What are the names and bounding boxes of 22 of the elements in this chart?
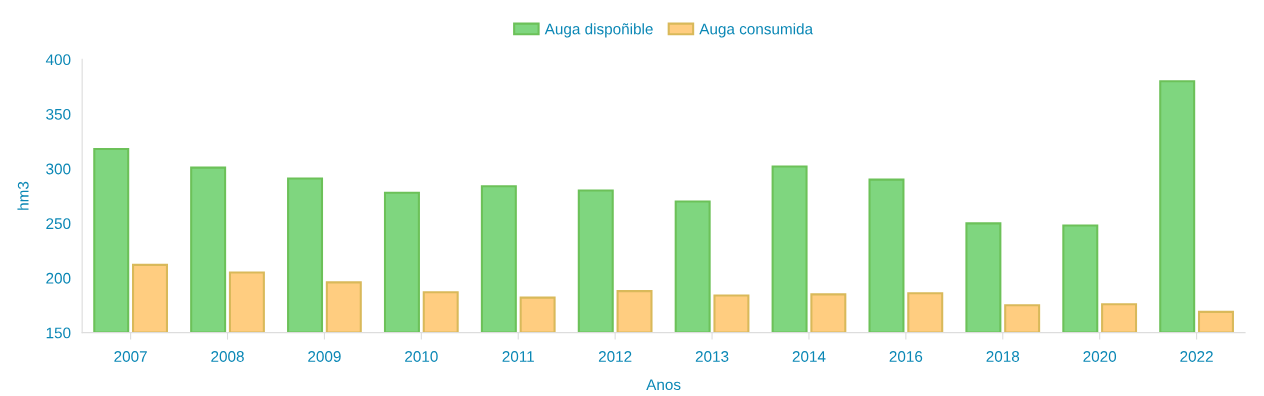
x-tick-label: 2013 <box>695 351 729 362</box>
x-tick-label: 2014 <box>792 351 826 362</box>
y-tick-label: 150 <box>46 327 71 339</box>
y-tick-label: 400 <box>45 54 71 66</box>
legend-label: Auga dispoñible <box>544 23 653 38</box>
y-tick-label: 250 <box>46 218 71 230</box>
x-tick-label: 2018 <box>986 351 1020 362</box>
x-tick-label: 2022 <box>1180 351 1213 362</box>
x-tick-label: 2007 <box>114 351 147 362</box>
legend-label: Auga consumida <box>699 23 814 38</box>
y-tick-label: 300 <box>46 163 71 175</box>
y-tick-label: 350 <box>46 108 71 120</box>
x-tick-label: 2008 <box>211 351 244 362</box>
x-tick-label: 2009 <box>308 351 341 362</box>
y-axis-title: hm3 <box>17 181 29 210</box>
x-tick-label: 2020 <box>1083 351 1117 362</box>
x-tick-label: 2011 <box>502 351 534 362</box>
x-tick-label: 2012 <box>598 351 632 362</box>
x-tick-label: 2010 <box>405 351 438 362</box>
y-tick-label: 200 <box>46 272 71 284</box>
x-axis-title: Anos <box>646 379 681 391</box>
x-tick-label: 2016 <box>889 351 923 362</box>
